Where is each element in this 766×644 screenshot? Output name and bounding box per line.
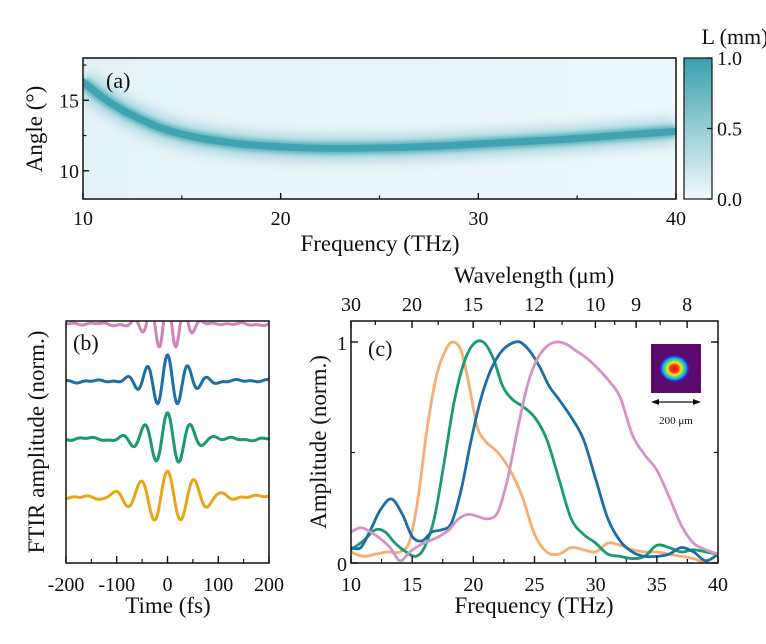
colorbar-label: L (mm): [702, 24, 766, 49]
colorbar-tick-label: 1.0: [717, 48, 742, 70]
beam-profile-inset: 200 μm: [651, 344, 701, 427]
x-tick-label: 40: [708, 574, 728, 596]
x-tick-label: 100: [203, 574, 233, 596]
x-tick-label: 20: [463, 574, 483, 596]
arrow-head-left-icon: [651, 399, 659, 405]
x-tick-label: 25: [525, 574, 545, 596]
y-tick-label: 15: [59, 90, 79, 112]
colorbar-tick-label: 0.5: [717, 119, 742, 141]
ftir-trace-pink: [66, 321, 269, 349]
colorbar-ticks: 0.0 0.5 1.0: [707, 48, 742, 211]
x-tick-label: 200: [254, 574, 284, 596]
top-x-tick-label: 9: [631, 294, 641, 316]
x-tick-label: -200: [48, 574, 85, 596]
x-tick-label: 30: [468, 208, 488, 230]
panel-c-lines: [351, 339, 718, 563]
panel-b-ylabel: FTIR amplitude (norm.): [24, 331, 49, 554]
x-tick-label: -100: [98, 574, 135, 596]
panel-a-ylabel: Angle (°): [22, 86, 47, 172]
panel-a-label: (a): [106, 68, 130, 93]
panel-a-xlabel: Frequency (THz): [300, 231, 459, 256]
panel-c-xlabel: Frequency (THz): [454, 593, 613, 618]
x-tick-label: 10: [73, 208, 93, 230]
y-tick-label: 0: [337, 554, 347, 576]
top-x-tick-label: 20: [402, 294, 422, 316]
x-tick-label: 40: [666, 208, 686, 230]
ftir-trace-yellow: [66, 469, 269, 522]
top-x-tick-label: 10: [585, 294, 605, 316]
panel-b-label: (b): [73, 330, 99, 355]
panel-c-top-xlabel: Wavelength (μm): [454, 263, 615, 288]
ftir-trace-green: [66, 411, 269, 464]
top-x-tick-label: 12: [524, 294, 544, 316]
top-x-tick-label: 8: [682, 294, 692, 316]
scale-bar-label: 200 μm: [659, 415, 693, 427]
x-tick-label: 15: [402, 574, 422, 596]
y-tick-label: 1: [337, 333, 347, 355]
panel-b-lines: [66, 321, 269, 522]
top-x-tick-label: 30: [341, 294, 361, 316]
arrow-head-right-icon: [693, 399, 701, 405]
panel-a: 10 20 30 40 10 15 (a) Frequency (THz) Angle (…: [22, 24, 766, 256]
spectrum-green: [351, 339, 718, 560]
panel-c-ylabel: Amplitude (norm.): [306, 355, 331, 529]
colorbar-tick-label: 0.0: [717, 189, 742, 211]
panel-c: 10 15 20 25 30 35 40 30 20 15 12 10 9 8 0 1 (c) Frequen…: [306, 263, 728, 618]
spectrum-pink: [351, 340, 718, 563]
panel-b: -200 -100 0 100 200 (b) Time (fs) FTIR ampli…: [24, 320, 284, 618]
x-tick-label: 35: [647, 574, 667, 596]
panel-c-label: (c): [368, 336, 392, 361]
panel-b-xlabel: Time (fs): [125, 593, 210, 618]
top-x-tick-label: 15: [463, 294, 483, 316]
x-tick-label: 20: [271, 208, 291, 230]
x-tick-label: 30: [586, 574, 606, 596]
x-tick-label: 10: [341, 574, 361, 596]
panel-a-ticks: 10 20 30 40 10 15: [59, 64, 686, 230]
panel-b-ticks: -200 -100 0 100 200: [48, 556, 284, 596]
heatmap-ridge: [83, 78, 676, 152]
x-tick-label: 0: [163, 574, 173, 596]
panel-c-ticks: 10 15 20 25 30 35 40 30 20 15 12 10 9 8 0 1: [337, 294, 728, 596]
beam-spot: [659, 354, 691, 382]
ftir-trace-blue: [66, 353, 269, 406]
y-tick-label: 10: [59, 161, 79, 183]
spectrum-blue: [351, 340, 718, 563]
